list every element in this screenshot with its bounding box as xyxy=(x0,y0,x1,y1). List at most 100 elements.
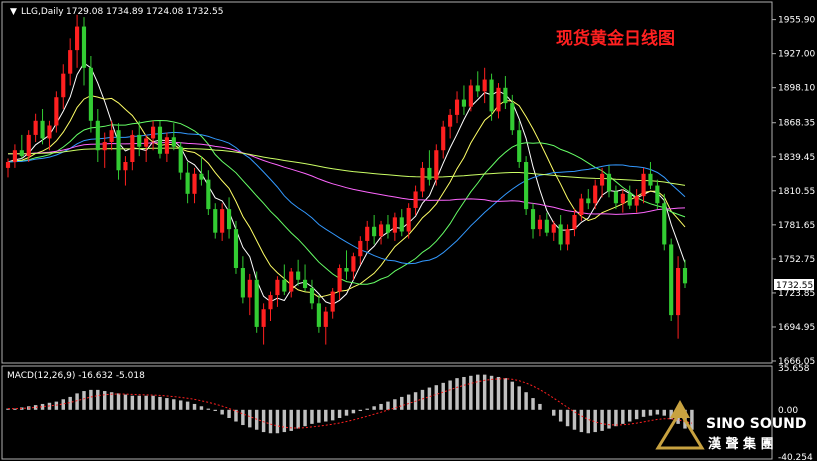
candle-body xyxy=(627,193,632,206)
candle-body xyxy=(496,87,501,112)
candle-body xyxy=(378,224,384,237)
candle-body xyxy=(489,79,494,112)
price-tick-label: 1839.45 xyxy=(778,153,815,163)
macd-tick-label: 0.00 xyxy=(778,406,798,416)
candle-body xyxy=(468,85,473,107)
candle-body xyxy=(316,303,321,327)
candle-body xyxy=(669,244,674,316)
candle-body xyxy=(137,134,142,147)
candle-body xyxy=(586,198,591,204)
candle-body xyxy=(517,130,522,163)
ma-120-line xyxy=(8,147,686,186)
candle-body xyxy=(254,279,259,327)
collapse-arrow-icon[interactable]: ▼ xyxy=(10,7,17,17)
candle-body xyxy=(164,137,169,154)
macd-label: MACD(12,26,9) -16.632 -5.018 xyxy=(7,371,145,381)
candle-body xyxy=(33,120,38,135)
candle-body xyxy=(648,173,653,186)
candle-body xyxy=(365,226,370,241)
price-tick-label: 1752.75 xyxy=(778,255,815,265)
macd-histogram: 35.658 0.00 -40.254 xyxy=(6,364,813,461)
logo-triangle-icon xyxy=(670,400,690,418)
candle-body xyxy=(606,173,612,192)
price-axis: 1955.90 1927.00 1898.10 1868.35 1839.45 1810.… xyxy=(772,16,815,367)
candle-body xyxy=(537,219,543,230)
candle-body xyxy=(309,288,315,304)
candle-body xyxy=(144,138,149,147)
price-tick-label: 1868.35 xyxy=(778,119,815,129)
candle-body xyxy=(268,295,273,310)
candle-body xyxy=(655,185,660,204)
candle-body xyxy=(289,271,294,292)
candle-body xyxy=(330,291,335,312)
candle-body xyxy=(240,268,245,298)
candle-body xyxy=(441,126,446,151)
ma-10-line xyxy=(7,95,686,298)
candle-body xyxy=(682,268,688,284)
candle-body xyxy=(358,240,363,257)
candle-body xyxy=(344,268,349,272)
candle-body xyxy=(572,215,577,230)
candle-body xyxy=(392,217,397,233)
candle-body xyxy=(68,50,73,74)
candle-body xyxy=(676,268,681,316)
candle-body xyxy=(12,150,17,163)
candle-body xyxy=(47,125,52,139)
macd-tick-label: -40.254 xyxy=(778,453,813,461)
candle-body xyxy=(109,130,114,142)
candle-body xyxy=(88,67,93,121)
candle-body xyxy=(81,26,87,68)
candle-body xyxy=(565,229,570,245)
candle-body xyxy=(233,229,239,269)
candle-body xyxy=(302,279,308,289)
ma-60-line xyxy=(7,141,686,215)
brand-logo: SINO SOUND 漢 聲 集 團 xyxy=(655,400,806,452)
candles xyxy=(5,14,688,345)
candle-body xyxy=(399,217,404,232)
candle-body xyxy=(123,162,128,171)
candle-body xyxy=(220,209,225,233)
candle-body xyxy=(178,146,183,173)
candle-body xyxy=(593,185,598,204)
candle-body xyxy=(171,137,176,147)
candle-body xyxy=(530,209,536,230)
candle-body xyxy=(475,85,480,92)
candle-body xyxy=(448,114,453,127)
candle-body xyxy=(434,150,439,180)
candle-body xyxy=(510,103,515,131)
candle-body xyxy=(102,141,107,151)
candle-body xyxy=(634,196,639,206)
candle-body xyxy=(206,179,211,210)
logo-outer-triangle-icon xyxy=(655,409,705,450)
candle-body xyxy=(372,226,377,237)
candle-body xyxy=(524,162,529,210)
candle-body xyxy=(461,99,467,107)
ma-30-line xyxy=(7,131,686,265)
macd-tick-label: 35.658 xyxy=(778,364,810,374)
price-tick-label: 1927.00 xyxy=(778,50,815,60)
candle-body xyxy=(199,173,204,180)
macd-signal-line xyxy=(8,378,693,429)
candle-body xyxy=(226,209,232,230)
candle-body xyxy=(213,209,218,233)
candle-body xyxy=(130,134,135,163)
candle-body xyxy=(282,279,287,292)
candle-body xyxy=(275,279,280,296)
candle-body xyxy=(620,193,625,204)
current-price-text: 1732.55 xyxy=(776,281,813,291)
candle-body xyxy=(662,203,667,245)
price-tick-label: 1666.05 xyxy=(778,357,815,367)
candle-body xyxy=(420,167,425,192)
candle-body xyxy=(54,97,59,126)
candle-body xyxy=(185,172,190,194)
candle-body xyxy=(579,198,584,216)
candle-body xyxy=(5,162,11,168)
ma-5-line xyxy=(7,62,686,305)
candle-body xyxy=(247,279,252,298)
candle-body xyxy=(427,167,432,180)
chart-title: 现货黄金日线图 xyxy=(556,28,675,49)
ma-20-line xyxy=(7,119,686,285)
candle-body xyxy=(40,120,45,139)
price-tick-label: 1898.10 xyxy=(778,84,815,94)
